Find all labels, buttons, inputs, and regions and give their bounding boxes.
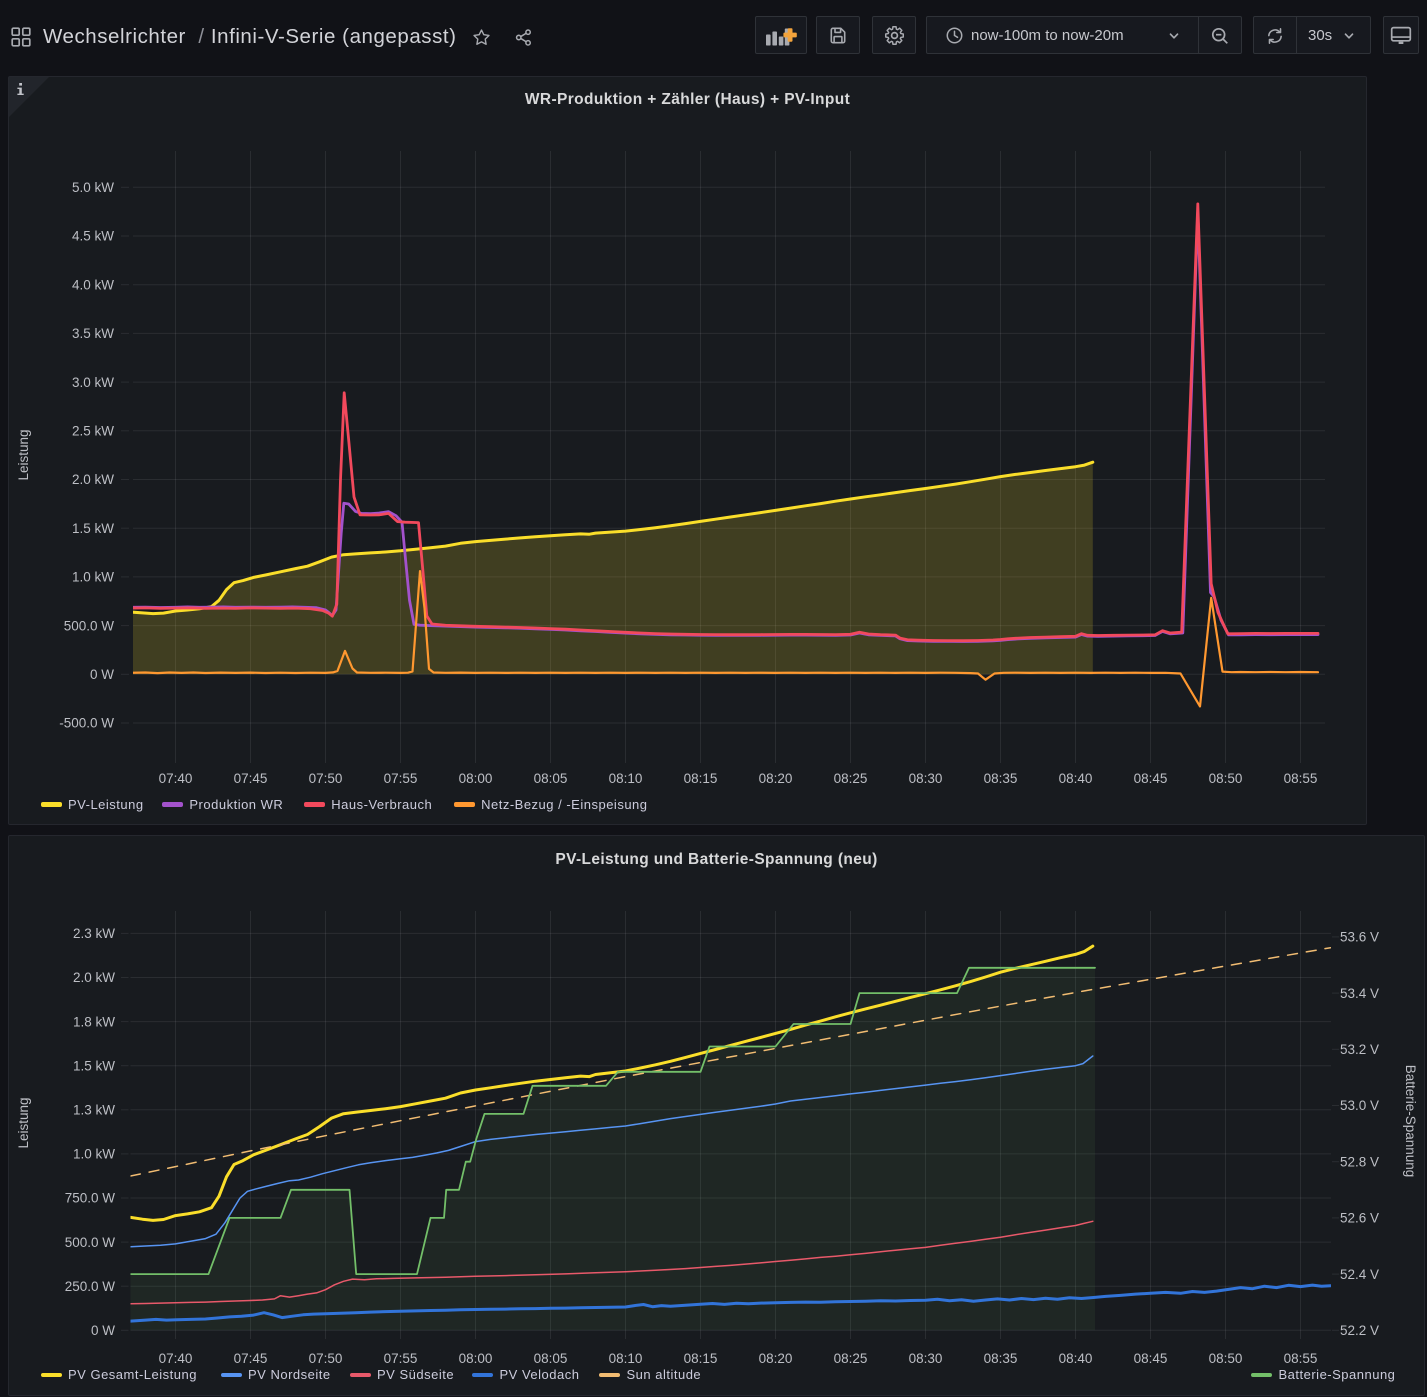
svg-text:2.0 kW: 2.0 kW xyxy=(73,970,115,985)
svg-text:08:25: 08:25 xyxy=(834,1351,868,1366)
svg-text:1.8 kW: 1.8 kW xyxy=(73,1014,115,1029)
svg-text:750.0 W: 750.0 W xyxy=(65,1191,116,1206)
svg-text:07:45: 07:45 xyxy=(234,1351,268,1366)
svg-text:07:45: 07:45 xyxy=(234,771,268,786)
svg-text:Leistung: Leistung xyxy=(16,1097,31,1148)
svg-text:08:00: 08:00 xyxy=(459,771,493,786)
svg-text:08:25: 08:25 xyxy=(834,771,868,786)
svg-text:08:30: 08:30 xyxy=(909,1351,943,1366)
svg-text:0 W: 0 W xyxy=(91,1323,115,1338)
svg-text:1.3 kW: 1.3 kW xyxy=(73,1103,115,1118)
svg-text:1.5 kW: 1.5 kW xyxy=(72,521,114,536)
svg-text:53.4 V: 53.4 V xyxy=(1340,986,1379,1001)
svg-text:1.0 kW: 1.0 kW xyxy=(73,1147,115,1162)
svg-text:08:45: 08:45 xyxy=(1134,771,1168,786)
svg-text:2.5 kW: 2.5 kW xyxy=(72,424,114,439)
svg-text:4.5 kW: 4.5 kW xyxy=(72,229,114,244)
svg-text:08:10: 08:10 xyxy=(609,1351,643,1366)
svg-text:3.5 kW: 3.5 kW xyxy=(72,326,114,341)
svg-text:07:50: 07:50 xyxy=(309,771,343,786)
svg-text:52.8 V: 52.8 V xyxy=(1340,1154,1379,1169)
svg-text:52.4 V: 52.4 V xyxy=(1340,1267,1379,1282)
svg-text:08:50: 08:50 xyxy=(1209,1351,1243,1366)
svg-text:52.2 V: 52.2 V xyxy=(1340,1323,1379,1338)
svg-text:-500.0 W: -500.0 W xyxy=(59,716,114,731)
svg-text:5.0 kW: 5.0 kW xyxy=(72,180,114,195)
svg-text:4.0 kW: 4.0 kW xyxy=(72,277,114,292)
svg-text:08:35: 08:35 xyxy=(984,771,1018,786)
svg-text:08:15: 08:15 xyxy=(684,771,718,786)
svg-text:53.2 V: 53.2 V xyxy=(1340,1042,1379,1057)
svg-text:08:40: 08:40 xyxy=(1059,1351,1093,1366)
svg-text:250.0 W: 250.0 W xyxy=(65,1279,116,1294)
svg-text:Batterie-Spannung: Batterie-Spannung xyxy=(1403,1065,1418,1178)
svg-text:0 W: 0 W xyxy=(90,667,114,682)
svg-text:07:40: 07:40 xyxy=(159,771,193,786)
svg-text:08:05: 08:05 xyxy=(534,771,568,786)
svg-text:1.0 kW: 1.0 kW xyxy=(72,570,114,585)
svg-text:500.0 W: 500.0 W xyxy=(64,618,115,633)
svg-text:2.0 kW: 2.0 kW xyxy=(72,472,114,487)
svg-text:3.0 kW: 3.0 kW xyxy=(72,375,114,390)
svg-text:52.6 V: 52.6 V xyxy=(1340,1211,1379,1226)
svg-text:08:45: 08:45 xyxy=(1134,1351,1168,1366)
svg-text:53.6 V: 53.6 V xyxy=(1340,930,1379,945)
svg-text:08:10: 08:10 xyxy=(609,771,643,786)
svg-text:08:35: 08:35 xyxy=(984,1351,1018,1366)
svg-text:07:40: 07:40 xyxy=(159,1351,193,1366)
svg-text:08:50: 08:50 xyxy=(1209,771,1243,786)
svg-text:08:20: 08:20 xyxy=(759,771,793,786)
svg-text:Leistung: Leistung xyxy=(16,429,31,480)
svg-text:07:55: 07:55 xyxy=(384,771,418,786)
svg-text:1.5 kW: 1.5 kW xyxy=(73,1058,115,1073)
svg-text:07:50: 07:50 xyxy=(309,1351,343,1366)
svg-text:08:30: 08:30 xyxy=(909,771,943,786)
svg-text:53.0 V: 53.0 V xyxy=(1340,1098,1379,1113)
svg-text:08:20: 08:20 xyxy=(759,1351,793,1366)
svg-text:08:05: 08:05 xyxy=(534,1351,568,1366)
svg-text:08:55: 08:55 xyxy=(1284,1351,1318,1366)
svg-text:2.3 kW: 2.3 kW xyxy=(73,926,115,941)
svg-text:08:40: 08:40 xyxy=(1059,771,1093,786)
svg-text:08:15: 08:15 xyxy=(684,1351,718,1366)
svg-text:08:00: 08:00 xyxy=(459,1351,493,1366)
svg-text:07:55: 07:55 xyxy=(384,1351,418,1366)
svg-text:08:55: 08:55 xyxy=(1284,771,1318,786)
svg-text:500.0 W: 500.0 W xyxy=(65,1235,116,1250)
